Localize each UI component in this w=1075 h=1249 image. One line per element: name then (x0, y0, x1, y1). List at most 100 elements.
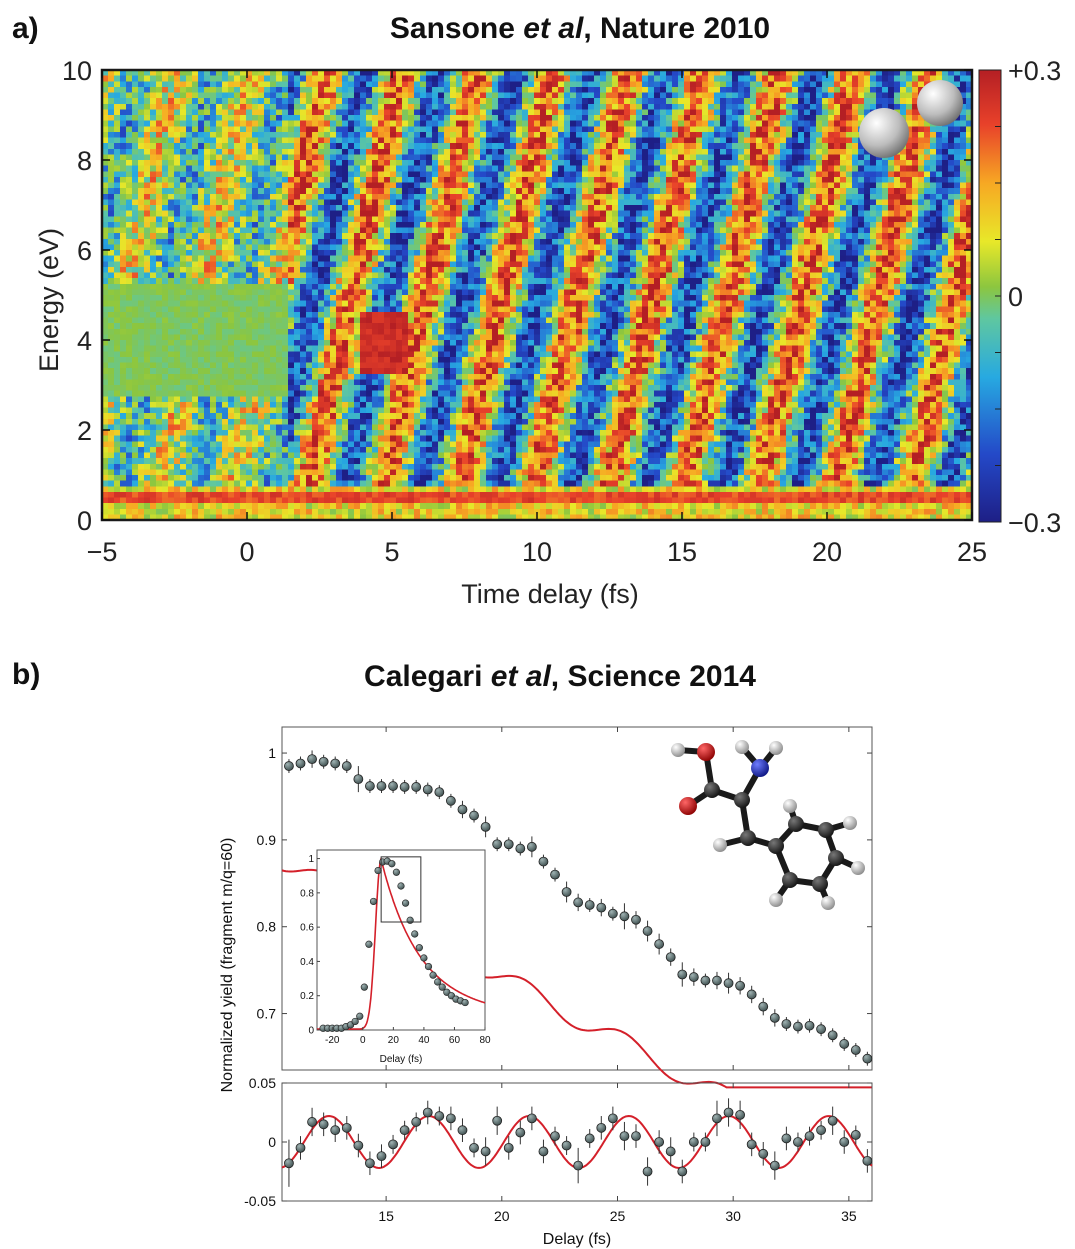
inset-data-point (361, 984, 368, 991)
main-data-point (805, 1021, 814, 1030)
main-data-point (527, 842, 536, 851)
main-data-point (470, 811, 479, 820)
main-data-point (770, 1013, 779, 1022)
inset-x-tick-label: 80 (479, 1035, 491, 1046)
heatmap-y-tick-label: 2 (77, 416, 92, 446)
residual-data-point (365, 1159, 374, 1168)
residual-data-point (354, 1141, 363, 1150)
inset-data-point (356, 1013, 363, 1020)
residual-data-point (377, 1152, 386, 1161)
heatmap-cells (102, 70, 973, 521)
residual-data-point (828, 1116, 837, 1125)
inset-y-tick-label: 0.6 (300, 923, 314, 934)
main-data-point (493, 840, 502, 849)
inset-data-point (352, 1018, 359, 1025)
residual-data-point (296, 1143, 305, 1152)
main-data-point (319, 757, 328, 766)
inset-y-tick-label: 0 (308, 1026, 314, 1037)
residual-data-point (643, 1167, 652, 1176)
inset-data-point (407, 917, 414, 924)
inset-data-point (366, 941, 373, 948)
main-data-point (759, 1002, 768, 1011)
residual-data-point (504, 1143, 513, 1152)
colorbar-ticks: +0.3 0 −0.3 (995, 56, 1061, 538)
main-data-point (377, 782, 386, 791)
residual-data-point (331, 1126, 340, 1135)
heatmap-x-tick-label: −5 (87, 537, 118, 567)
inset-x-tick-label: -20 (325, 1035, 340, 1046)
residual-data-point (574, 1161, 583, 1170)
residual-data-point (423, 1108, 432, 1117)
main-data-point (851, 1046, 860, 1055)
residual-data-point (493, 1116, 502, 1125)
main-data-point (574, 898, 583, 907)
inset-data-point (393, 869, 400, 876)
residual-x-tick-label: 15 (378, 1208, 394, 1224)
main-data-point (817, 1025, 826, 1034)
residual-data-point (863, 1156, 872, 1165)
residual-data-point (389, 1140, 398, 1149)
main-data-point (551, 870, 560, 879)
residual-data-point (470, 1143, 479, 1152)
main-data-point (620, 912, 629, 921)
residual-data-point (284, 1159, 293, 1168)
main-data-point (365, 782, 374, 791)
residual-data-point (435, 1112, 444, 1121)
residual-data-point (481, 1147, 490, 1156)
heatmap-x-tick-label: 20 (812, 537, 842, 567)
residual-data-point (712, 1114, 721, 1123)
main-data-point (516, 844, 525, 853)
main-data-point (736, 981, 745, 990)
inset-data-point (370, 898, 377, 905)
residual-data-point (400, 1126, 409, 1135)
inset-data-point (375, 867, 382, 874)
main-data-point (689, 973, 698, 982)
residual-data-point (608, 1114, 617, 1123)
main-data-point (828, 1031, 837, 1040)
inset-data-point (389, 860, 396, 867)
main-data-point (400, 782, 409, 791)
main-data-point (597, 903, 606, 912)
main-data-point (308, 755, 317, 764)
inset-x-axis-label: Delay (fs) (380, 1054, 423, 1065)
residual-data-point (319, 1120, 328, 1129)
residual-data-point (620, 1132, 629, 1141)
residual-data-point (516, 1128, 525, 1137)
main-data-point (666, 953, 675, 962)
inset-y-tick-label: 0.4 (300, 957, 314, 968)
inset-x-tick-label: 20 (388, 1035, 400, 1046)
main-data-point (643, 927, 652, 936)
heatmap-y-axis-label: Energy (eV) (34, 228, 64, 372)
main-data-point (539, 857, 548, 866)
residual-data-point (666, 1147, 675, 1156)
residual-data-point (817, 1126, 826, 1135)
inset-data-point (416, 944, 423, 951)
colorbar-tick-label: 0 (1008, 282, 1023, 312)
main-data-point (655, 940, 664, 949)
residual-data-point (458, 1126, 467, 1135)
heatmap-y-tick-label: 10 (62, 56, 92, 86)
inset-data-point (411, 931, 418, 938)
main-data-point (435, 788, 444, 797)
main-data-point (423, 785, 432, 794)
main-data-point (446, 796, 455, 805)
residual-data-point (689, 1138, 698, 1147)
residual-x-tick-label: 30 (725, 1208, 741, 1224)
main-data-point (632, 915, 641, 924)
residual-plot (282, 1098, 872, 1187)
main-data-point (458, 805, 467, 814)
residual-data-point (782, 1134, 791, 1143)
colorbar-tick-label: −0.3 (1008, 508, 1061, 538)
main-data-point (354, 775, 363, 784)
main-data-point (863, 1054, 872, 1063)
inset-data-point (439, 984, 446, 991)
inset-y-tick-label: 0.8 (300, 888, 314, 899)
residual-data-point (527, 1114, 536, 1123)
inset-data-point (421, 955, 428, 962)
inset-data-point (398, 883, 405, 890)
residual-data-point (562, 1141, 571, 1150)
inset-x-tick-label: 0 (360, 1035, 366, 1046)
residual-x-tick-label: 20 (494, 1208, 510, 1224)
heatmap-x-axis-label: Time delay (fs) (461, 579, 639, 609)
